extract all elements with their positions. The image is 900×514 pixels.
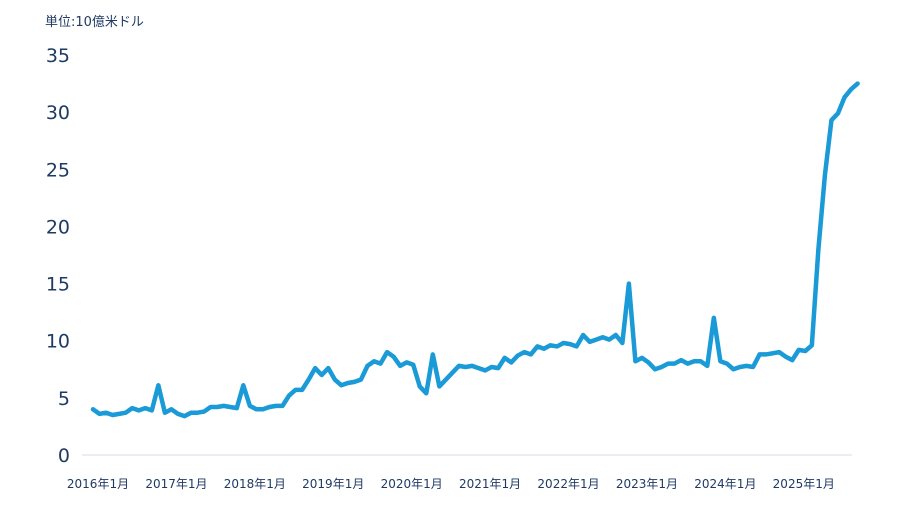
y-tick-label: 20 [46,216,70,238]
y-tick-label: 30 [46,102,70,124]
x-tick-label: 2022年1月 [537,477,599,491]
y-tick-label: 15 [46,274,70,296]
unit-label: 単位:10億米ドル [45,14,144,30]
series-line [90,81,860,419]
y-tick-label: 0 [58,445,70,467]
x-tick-label: 2021年1月 [459,477,521,491]
x-tick-label: 2020年1月 [381,477,443,491]
y-tick-label: 25 [46,159,70,181]
x-tick-label: 2023年1月 [616,477,678,491]
x-tick-label: 2017年1月 [145,477,207,491]
y-axis-ticks: 0 5 10 15 20 25 30 35 [46,45,70,467]
x-tick-label: 2019年1月 [302,477,364,491]
x-tick-label: 2016年1月 [67,477,129,491]
x-axis-ticks: 2016年1月 2017年1月 2018年1月 2019年1月 2020年1月 2021年… [67,477,835,491]
y-tick-label: 10 [46,331,70,353]
x-tick-label: 2024年1月 [694,477,756,491]
y-tick-label: 5 [58,388,70,410]
y-tick-label: 35 [46,45,70,67]
x-tick-label: 2018年1月 [224,477,286,491]
x-tick-label: 2025年1月 [773,477,835,491]
